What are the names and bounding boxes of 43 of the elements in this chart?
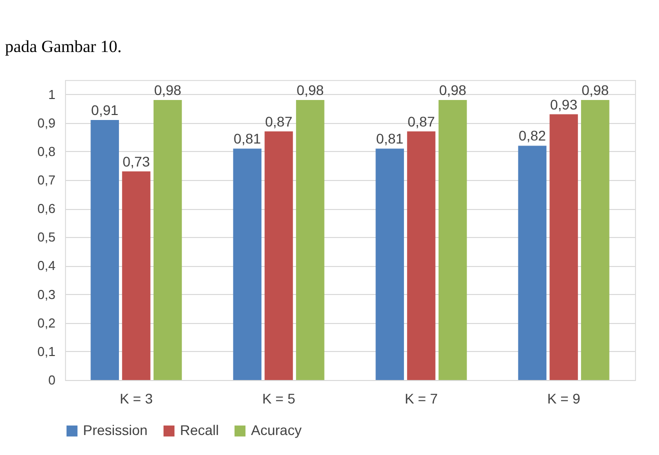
data-label: 0,81 [234, 130, 262, 147]
bar [122, 171, 150, 380]
y-tick-label: 0,5 [37, 230, 56, 245]
y-tick-label: 0,8 [37, 144, 56, 159]
bar [376, 148, 404, 380]
y-tick-label: 0,9 [37, 115, 56, 130]
bar [264, 131, 293, 380]
data-label: 0,98 [296, 82, 324, 98]
legend-label: Presission [83, 422, 148, 438]
y-tick-label: 0,3 [37, 286, 56, 302]
data-label: 0,93 [550, 96, 578, 112]
data-label: 0,91 [91, 102, 119, 118]
data-label: 0,98 [582, 82, 610, 98]
data-label: 0,81 [376, 130, 404, 147]
data-label: 0,73 [122, 153, 150, 170]
text: pada Gambar 10. [5, 37, 122, 56]
legend-label: Acuracy [251, 422, 302, 438]
x-tick-label: K = 3 [120, 390, 153, 406]
data-label: 0,98 [439, 82, 467, 98]
bar [518, 146, 546, 380]
bar [233, 148, 262, 380]
data-label: 0,87 [408, 113, 436, 130]
x-tick-label: K = 7 [404, 390, 438, 406]
bar [581, 100, 610, 380]
y-tick-label: 0,1 [37, 344, 56, 359]
y-tick-label: 0,4 [37, 258, 56, 274]
y-tick-label: 0,2 [37, 315, 56, 330]
bar [296, 100, 324, 380]
y-tick-label: 0,6 [37, 201, 56, 216]
y-tick-label: 1 [48, 86, 56, 102]
bar [550, 114, 578, 380]
x-tick-label: K = 9 [547, 390, 580, 406]
bar [154, 100, 182, 380]
data-label: 0,82 [518, 128, 546, 144]
bar [438, 100, 467, 380]
bar [407, 131, 436, 380]
data-label: 0,98 [154, 82, 182, 98]
y-tick-label: 0,7 [37, 172, 56, 188]
x-tick-label: K = 5 [262, 390, 296, 406]
legend-label: Recall [180, 422, 219, 438]
bar [90, 120, 119, 380]
y-tick-label: 0 [48, 372, 56, 388]
data-label: 0,87 [265, 113, 293, 130]
